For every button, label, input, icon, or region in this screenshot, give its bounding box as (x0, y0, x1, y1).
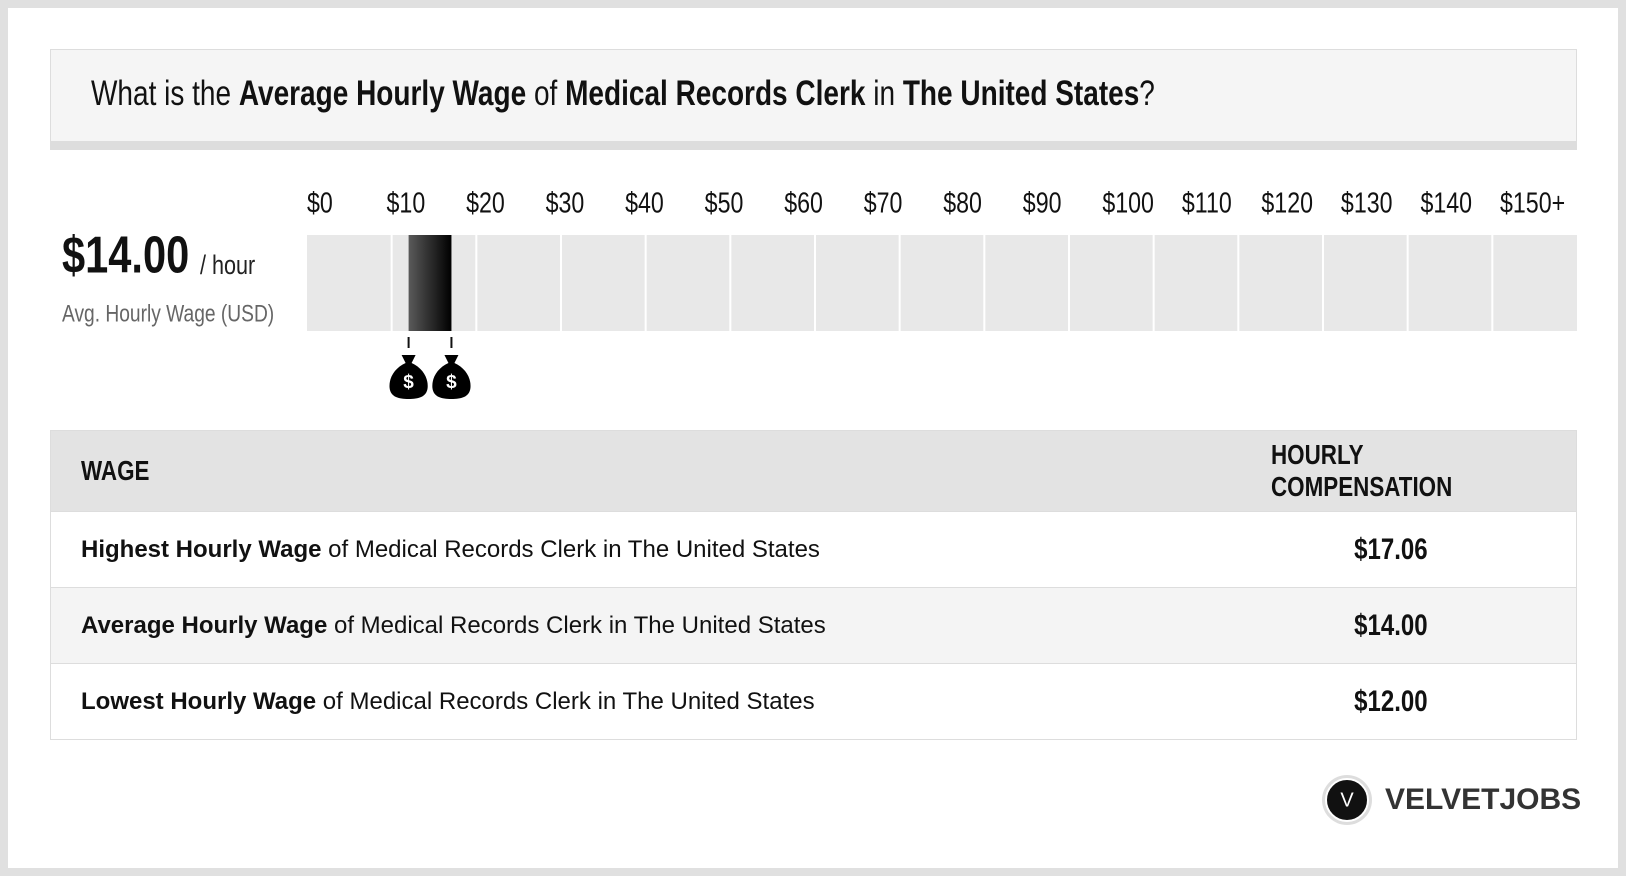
x-tick-label: $100 (1102, 186, 1154, 219)
x-tick-label: $50 (705, 186, 744, 219)
x-tick-label: $10 (387, 186, 426, 219)
x-tick-label: $130 (1341, 186, 1393, 219)
title-part: Average Hourly Wage (238, 74, 527, 113)
title-part: The United States (902, 74, 1140, 113)
row-label: Lowest Hourly Wage of Medical Records Cl… (81, 664, 815, 739)
summary-unit: / hour (200, 251, 255, 281)
row-value: $17.06 (1354, 532, 1428, 566)
title-part: Medical Records Clerk (565, 74, 866, 113)
row-lead: Highest Hourly Wage (81, 535, 322, 563)
x-tick-label: $30 (546, 186, 585, 219)
row-value: $12.00 (1354, 684, 1428, 718)
x-tick-label: $0 (307, 186, 333, 219)
table-row: Highest Hourly Wage of Medical Records C… (51, 511, 1576, 587)
row-text: of Medical Records Clerk in The United S… (321, 535, 820, 563)
row-lead: Lowest Hourly Wage (81, 687, 317, 715)
row-value: $14.00 (1354, 608, 1428, 642)
header: What is the Average Hourly Wage of Medic… (50, 49, 1577, 150)
header-cell: WAGE (81, 455, 150, 486)
range-bar (408, 235, 452, 331)
wage-table: WAGE HOURLY COMPENSATION Highest Hourly … (50, 430, 1577, 740)
title-part: of (526, 74, 566, 113)
x-tick-label: $120 (1261, 186, 1313, 219)
x-tick-label: $60 (784, 186, 823, 219)
table-row: Average Hourly Wage of Medical Records C… (51, 587, 1576, 663)
x-tick-label: $150+ (1500, 186, 1565, 219)
row-value-cell: $14.00 (1241, 588, 1541, 663)
track (307, 235, 1577, 331)
money-bag (432, 355, 471, 399)
x-tick-label: $140 (1420, 186, 1472, 219)
title-part: What is the (91, 74, 239, 113)
title-part: ? (1139, 74, 1155, 113)
x-tick-label: $70 (864, 186, 903, 219)
row-lead: Average Hourly Wage (81, 611, 328, 639)
x-tick-label: $20 (466, 186, 505, 219)
row-text: of Medical Records Clerk in The United S… (316, 687, 815, 715)
title: What is the Average Hourly Wage of Medic… (91, 74, 1155, 114)
row-value-cell: $12.00 (1241, 664, 1541, 739)
logo-text: VELVETJOBS (1385, 783, 1581, 816)
table-header: WAGE HOURLY COMPENSATION (51, 431, 1576, 511)
money-bag (389, 355, 428, 399)
money-sign: $ (403, 372, 414, 393)
x-tick-label: $90 (1023, 186, 1062, 219)
row-value-cell: $17.06 (1241, 512, 1541, 587)
logo-icon: V (1340, 789, 1354, 811)
x-tick-label: $80 (943, 186, 982, 219)
row-text: of Medical Records Clerk in The United S… (327, 611, 826, 639)
summary-label: Avg. Hourly Wage (USD) (62, 299, 274, 327)
row-label: Average Hourly Wage of Medical Records C… (81, 588, 826, 663)
money-sign: $ (446, 372, 457, 393)
table-row: Lowest Hourly Wage of Medical Records Cl… (51, 663, 1576, 739)
logo-circle (1325, 778, 1369, 822)
row-label: Highest Hourly Wage of Medical Records C… (81, 512, 820, 587)
x-tick-label: $110 (1182, 186, 1232, 219)
x-tick-label: $40 (625, 186, 664, 219)
header-cell: HOURLY COMPENSATION (1271, 439, 1453, 502)
summary-value: $14.00 (62, 225, 189, 284)
title-part: in (865, 74, 903, 113)
